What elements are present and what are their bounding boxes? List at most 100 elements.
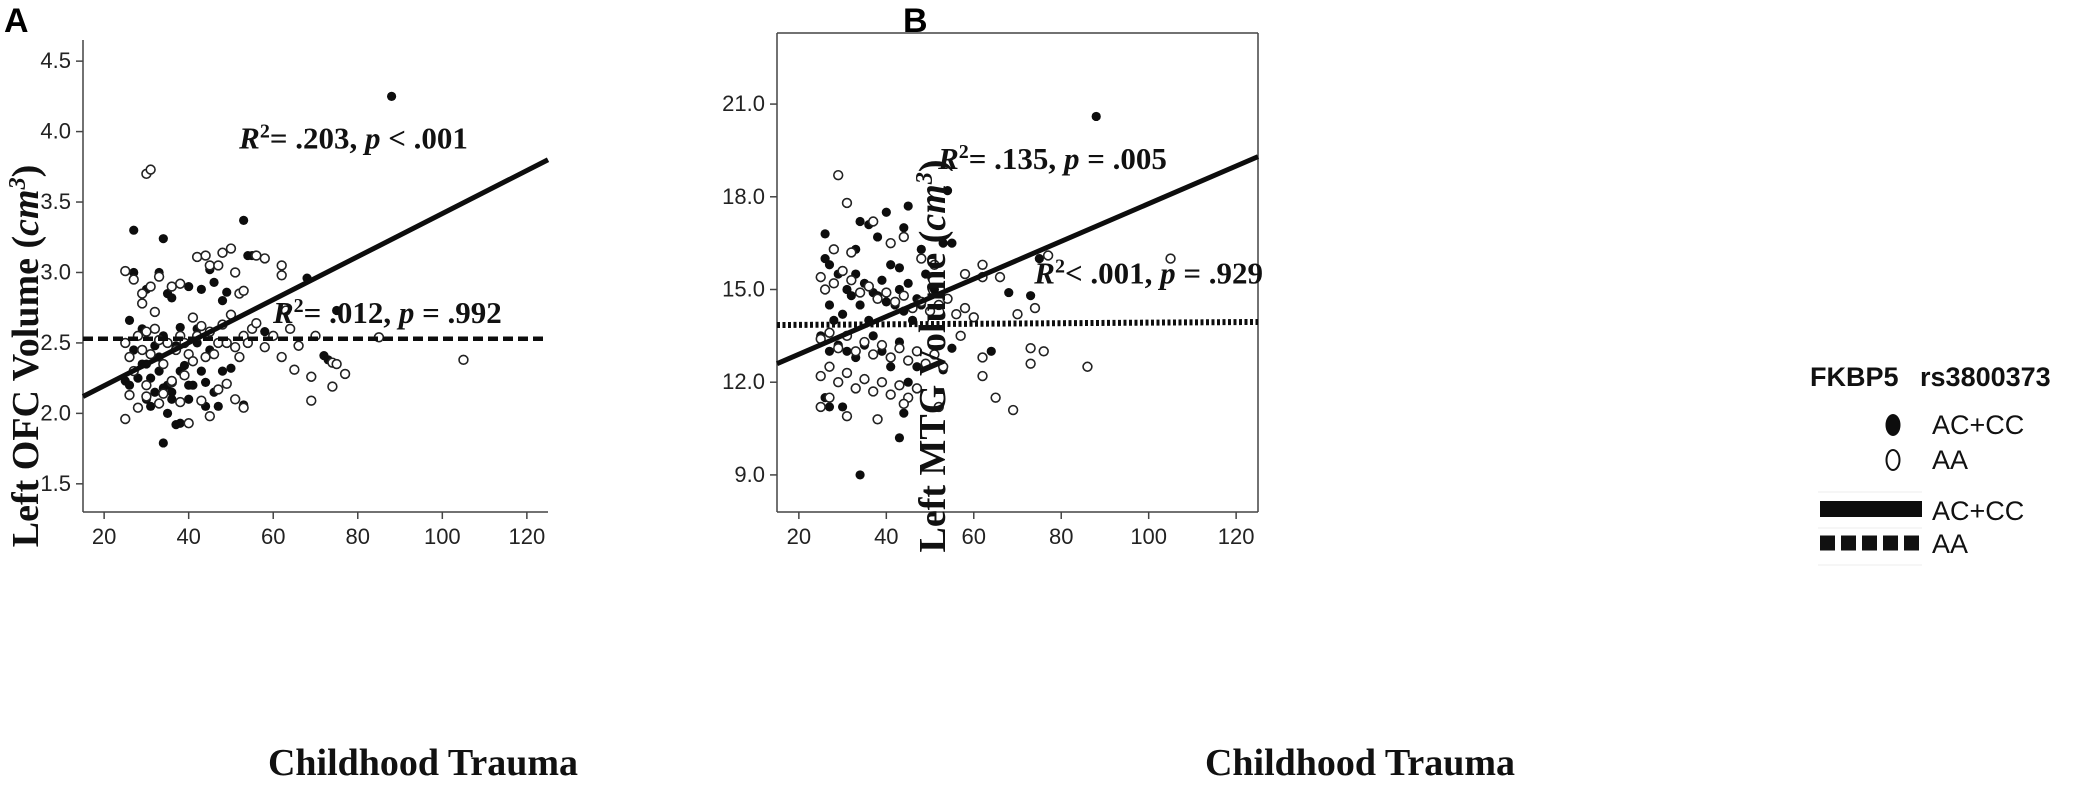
panel-a-point-ac-cc (146, 401, 156, 411)
panel-b-point-ac-cc (894, 263, 905, 273)
panel-b-point-aa (885, 352, 896, 363)
panel-a-point-aa (196, 320, 207, 332)
panel-b-point-aa (824, 327, 835, 338)
panel-a-point-aa (145, 348, 156, 360)
panel-a-point-aa (175, 396, 186, 408)
panel-b-point-aa (872, 414, 883, 425)
r-symbol: R (238, 120, 260, 155)
panel-a-point-aa (229, 341, 241, 353)
panel-b-point-ac-cc (903, 278, 913, 288)
panel-b-point-ac-cc (837, 309, 848, 319)
panel-a-y-axis-label: Left OFC Volume (cm3) (5, 165, 47, 547)
panel-b-point-ac-cc (855, 300, 865, 310)
panel-b-point-aa (1038, 346, 1049, 357)
panel-a-point-aa (229, 394, 241, 405)
panel-a-point-aa (128, 274, 139, 285)
panel-a-point-ac-cc (332, 305, 342, 316)
panel-b-point-aa (885, 389, 896, 400)
panel-b-label: B (903, 2, 928, 40)
panel-b-y-tick-label: 21.0 (722, 91, 765, 116)
panel-a-point-aa (259, 341, 270, 353)
panel-b-point-aa (850, 346, 861, 357)
superscript: 2 (1055, 255, 1065, 277)
panel-b-point-aa (990, 392, 1001, 403)
panel-a-point-ac-cc (222, 287, 232, 297)
panel-a-point-aa (238, 402, 249, 413)
panel-b-point-aa (894, 343, 905, 354)
panel-b-point-ac-cc (820, 229, 830, 239)
panel-a-point-ac-cc (200, 377, 211, 387)
y-label-close: ) (912, 159, 954, 172)
panel-a-point-aa (149, 306, 161, 318)
y-label-text: Left MTG Volume ( (912, 231, 954, 553)
panel-b-point-ac-cc (868, 331, 878, 341)
panel-b-point-aa (876, 339, 888, 351)
panel-a-point-aa (339, 368, 351, 380)
panel-b-point-aa (933, 401, 944, 413)
p-symbol: p (1157, 255, 1176, 290)
y-label-close: ) (5, 165, 47, 178)
panel-b-annotation-2: R2< .001, p = .929 (1033, 255, 1263, 290)
panel-b-point-ac-cc (1004, 287, 1014, 298)
panel-b-point-ac-cc (938, 238, 948, 248)
panel-a-point-aa (136, 344, 148, 356)
panel-b-point-aa (911, 383, 923, 394)
panel-a-point-ac-cc (196, 284, 206, 294)
p-value: < .001 (381, 120, 468, 155)
panel-a-point-aa (153, 271, 165, 282)
panel-a-annotation-2: R2= .012, p = .992 (272, 295, 502, 330)
panel-a-point-aa (136, 288, 148, 299)
panel-b-point-aa (1029, 302, 1041, 314)
panel-a-point-ac-cc (239, 215, 249, 225)
panel-b-y-tick-label: 12.0 (722, 369, 765, 394)
panel-b-point-aa (898, 290, 910, 301)
panel-b-y-tick-label: 9.0 (734, 462, 765, 487)
panel-a-point-ac-cc (226, 363, 236, 373)
panel-b-x-tick-label: 60 (962, 524, 986, 549)
panel-b-point-aa (898, 398, 910, 410)
panel-a-y-tick-label: 3.0 (40, 259, 71, 284)
y-label-unit: cm (5, 189, 47, 235)
panel-b-point-ac-cc (929, 284, 940, 295)
panel-a-point-aa (284, 323, 296, 335)
panel-b-point-aa (815, 370, 826, 382)
panel-b-point-ac-cc (986, 346, 996, 356)
panel-b-point-ac-cc (903, 201, 913, 211)
panel-b-point-aa (815, 401, 826, 413)
panel-b-point-aa (929, 259, 940, 270)
p-value: = .005 (1079, 141, 1166, 176)
panel-a-point-ac-cc (167, 293, 177, 303)
panel-b-point-aa (841, 411, 853, 422)
panel-b-x-tick-label: 20 (787, 524, 811, 549)
panel-a-point-aa (306, 395, 317, 406)
legend: FKBP5 rs3800373 AC+CC AA AC+CC AA (1810, 362, 2051, 566)
panel-a-point-ac-cc (167, 394, 177, 404)
panel-b-point-ac-cc (824, 300, 835, 310)
legend-filled-marker (1885, 414, 1901, 436)
panel-a-point-ac-cc (158, 234, 168, 244)
panel-b-point-ac-cc (824, 402, 835, 412)
superscript: 2 (260, 120, 270, 142)
panel-b-point-aa (955, 330, 966, 342)
panel-b-point-aa (1025, 343, 1036, 354)
panel-a-point-aa (204, 260, 216, 271)
panel-b-x-tick-label: 80 (1049, 524, 1073, 549)
panel-b-point-aa (815, 271, 826, 283)
panel-b-point-aa (867, 216, 879, 227)
panel-a-point-aa (225, 243, 237, 254)
panel-b-point-aa (841, 367, 853, 379)
panel-b-point-aa (889, 296, 901, 308)
panel-a-x-tick-label: 100 (424, 524, 461, 549)
panel-a-y-tick-label: 4.5 (40, 48, 71, 73)
panel-a-point-aa (306, 371, 317, 382)
panel-b-point-ac-cc (947, 238, 957, 248)
panel-a-point-aa (183, 418, 194, 429)
legend-label-dashed-line: AA (1932, 529, 1968, 559)
r-symbol: R (937, 141, 959, 176)
panel-a-point-aa (276, 270, 287, 281)
panel-a-point-ac-cc (196, 366, 206, 376)
panel-b-point-aa (863, 281, 875, 292)
panel-b-point-aa (924, 305, 936, 317)
